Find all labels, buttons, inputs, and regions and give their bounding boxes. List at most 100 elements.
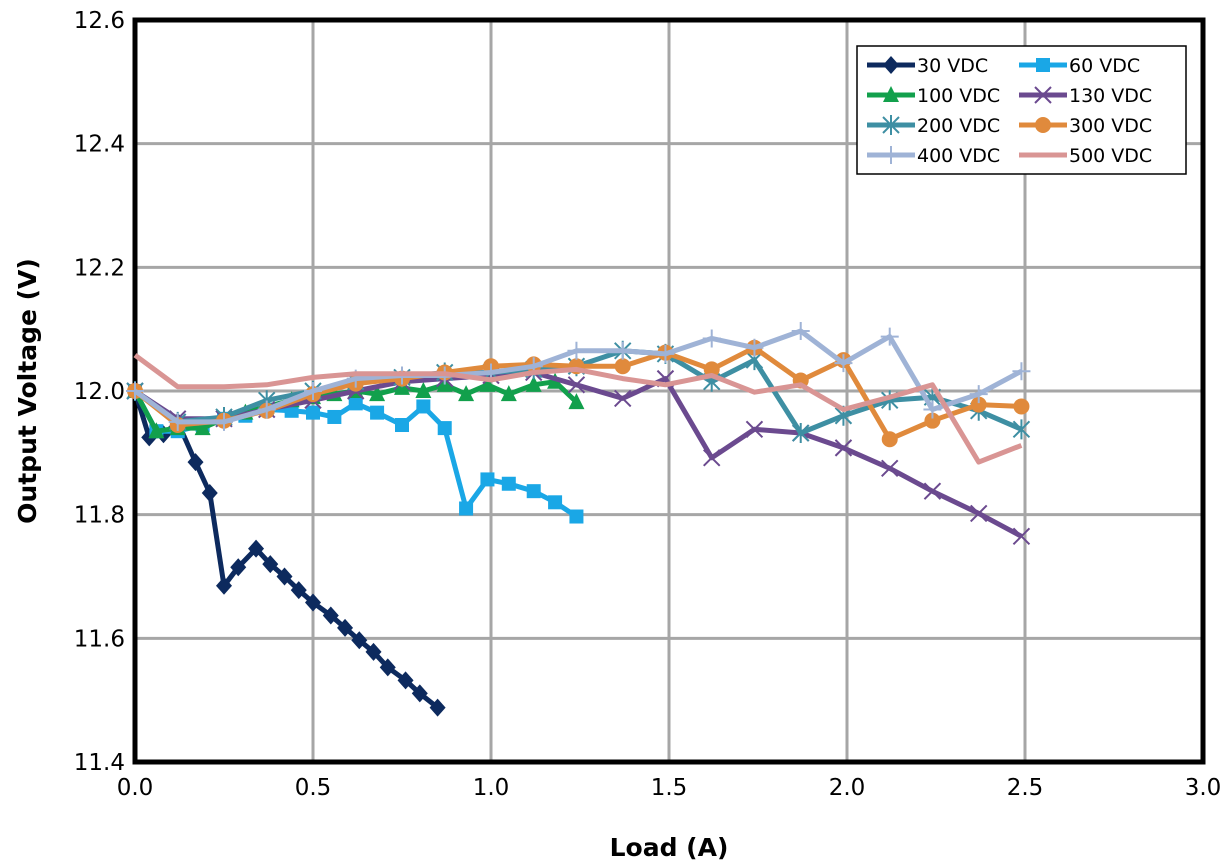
legend-marker [883, 86, 899, 102]
legend-item-500-vdc: 500 VDC [1019, 145, 1152, 167]
data-point-100-vdc [500, 385, 517, 402]
y-tick-label: 12.4 [74, 132, 125, 158]
data-point-400-vdc [215, 412, 233, 431]
data-point-30-vdc [230, 558, 247, 577]
data-point-30-vdc [365, 642, 382, 661]
data-point-30-vdc [397, 671, 414, 690]
data-point-60-vdc [348, 396, 363, 411]
data-point-300-vdc [614, 358, 631, 375]
data-point-30-vdc [290, 581, 307, 600]
data-point-30-vdc [337, 618, 354, 637]
legend-label: 400 VDC [917, 145, 1000, 167]
y-tick-label: 12.0 [74, 379, 125, 405]
data-point-100-vdc [458, 385, 475, 402]
data-point-60-vdc [459, 501, 474, 516]
data-point-60-vdc [306, 405, 320, 420]
y-tick-label: 11.6 [74, 626, 125, 652]
data-point-60-vdc [569, 509, 584, 524]
y-axis-title: Output Voltage (V) [13, 258, 42, 524]
data-point-30-vdc [187, 453, 204, 472]
data-point-400-vdc [613, 341, 632, 360]
legend-item-100-vdc: 100 VDC [867, 85, 1000, 107]
data-point-60-vdc [480, 472, 495, 487]
data-point-300-vdc [1013, 398, 1030, 415]
data-point-400-vdc [1012, 362, 1031, 381]
data-point-100-vdc [194, 419, 211, 436]
y-tick-label: 12.2 [74, 255, 125, 281]
legend: 30 VDC 60 VDC 100 VDC 130 VDC 200 VDC 300 VDC… [856, 45, 1187, 175]
legend-marker [1035, 117, 1051, 133]
data-point-30-vdc [322, 606, 339, 625]
data-point-100-vdc [479, 375, 496, 392]
x-tick-label: 1.5 [651, 775, 688, 801]
series-line-30-vdc [132, 390, 440, 710]
data-point-60-vdc [548, 495, 563, 510]
data-point-300-vdc [703, 361, 720, 378]
legend-item-130-vdc: 130 VDC [1019, 85, 1152, 107]
data-point-60-vdc [395, 418, 409, 433]
legend-item-400-vdc: 400 VDC [867, 145, 1000, 167]
data-point-400-vdc [834, 354, 853, 373]
data-point-400-vdc [304, 382, 322, 400]
data-point-30-vdc [248, 539, 265, 558]
data-point-300-vdc [881, 431, 898, 448]
legend-label: 500 VDC [1069, 145, 1152, 167]
data-point-130-vdc [567, 376, 586, 394]
data-point-200-vdc [792, 423, 810, 444]
data-point-60-vdc [327, 409, 342, 424]
data-point-130-vdc [745, 420, 764, 439]
data-point-130-vdc [834, 439, 853, 457]
data-point-30-vdc [276, 567, 293, 586]
data-point-400-vdc [923, 400, 942, 419]
data-point-60-vdc [416, 399, 431, 414]
data-point-60-vdc [370, 405, 385, 420]
data-point-30-vdc [429, 698, 446, 717]
data-point-30-vdc [216, 576, 232, 595]
data-point-300-vdc [970, 396, 987, 413]
data-point-100-vdc [148, 422, 165, 439]
data-point-400-vdc [126, 382, 144, 400]
series-line-500-vdc [133, 353, 1023, 465]
data-point-100-vdc [415, 382, 432, 398]
series-400-vdc [126, 322, 1031, 431]
legend-label: 60 VDC [1069, 55, 1140, 77]
data-point-100-vdc [568, 393, 585, 410]
data-point-130-vdc [923, 482, 942, 500]
data-point-130-vdc [703, 449, 721, 467]
series-500-vdc [133, 353, 1023, 465]
legend-marker [882, 146, 900, 164]
data-point-60-vdc [526, 484, 541, 499]
data-point-30-vdc [305, 593, 321, 612]
x-tick-label: 3.0 [1185, 775, 1222, 801]
data-point-30-vdc [262, 555, 279, 574]
data-point-400-vdc [880, 327, 899, 346]
data-point-400-vdc [656, 344, 675, 363]
data-point-400-vdc [168, 412, 187, 431]
x-tick-label: 0.0 [117, 775, 154, 801]
data-point-30-vdc [411, 684, 428, 703]
x-tick-label: 2.5 [1007, 775, 1044, 801]
legend-marker [1034, 86, 1052, 104]
x-tick-label: 1.0 [473, 775, 510, 801]
legend-marker [883, 56, 899, 74]
legend-label: 100 VDC [917, 85, 1000, 107]
data-point-100-vdc [525, 375, 542, 392]
legend-marker [882, 115, 900, 135]
series-group [126, 322, 1031, 717]
y-tick-label: 11.8 [74, 503, 125, 529]
legend-label: 130 VDC [1069, 85, 1152, 107]
legend-label: 300 VDC [1069, 115, 1152, 137]
y-tick-label: 11.4 [74, 750, 125, 776]
data-point-400-vdc [702, 329, 721, 348]
axis-ticks: 0.0 0.5 1.0 1.5 2.0 2.5 3.0 11.4 11.6 11.8 12.0 12.… [74, 8, 1222, 801]
legend-item-60-vdc: 60 VDC [1019, 55, 1140, 77]
legend-item-30-vdc: 30 VDC [867, 55, 988, 77]
data-point-30-vdc [201, 484, 218, 503]
data-point-300-vdc [924, 412, 941, 429]
data-point-100-vdc [369, 385, 386, 402]
data-point-30-vdc [379, 658, 396, 677]
data-point-400-vdc [745, 338, 764, 357]
legend-marker [1036, 58, 1050, 72]
legend-label: 30 VDC [917, 55, 988, 77]
